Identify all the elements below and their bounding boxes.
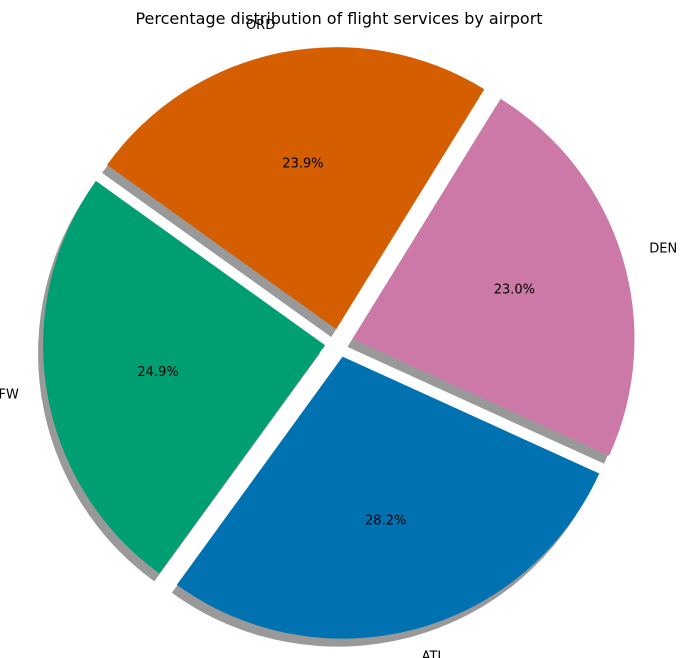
pie-slice-den [352, 98, 635, 456]
pie-slice-atl [176, 356, 600, 639]
chart-title: Percentage distribution of flight servic… [135, 9, 542, 28]
slice-percent-ord: 23.9% [282, 156, 323, 171]
slice-labels: ATL 28.2% DEN 23.0% ORD 23.9% DFW 24.9% [0, 18, 677, 658]
slice-label-atl: ATL [422, 650, 446, 658]
slice-label-ord: ORD [246, 18, 275, 33]
pie-slice-dfw [43, 180, 326, 574]
slice-percent-atl: 28.2% [365, 513, 406, 528]
slice-label-dfw: DFW [0, 388, 19, 403]
pie-slices [43, 47, 635, 639]
slice-label-den: DEN [649, 242, 677, 257]
slice-percent-dfw: 24.9% [137, 365, 178, 380]
slice-percent-den: 23.0% [494, 283, 535, 298]
pie-slice-ord [107, 47, 485, 330]
